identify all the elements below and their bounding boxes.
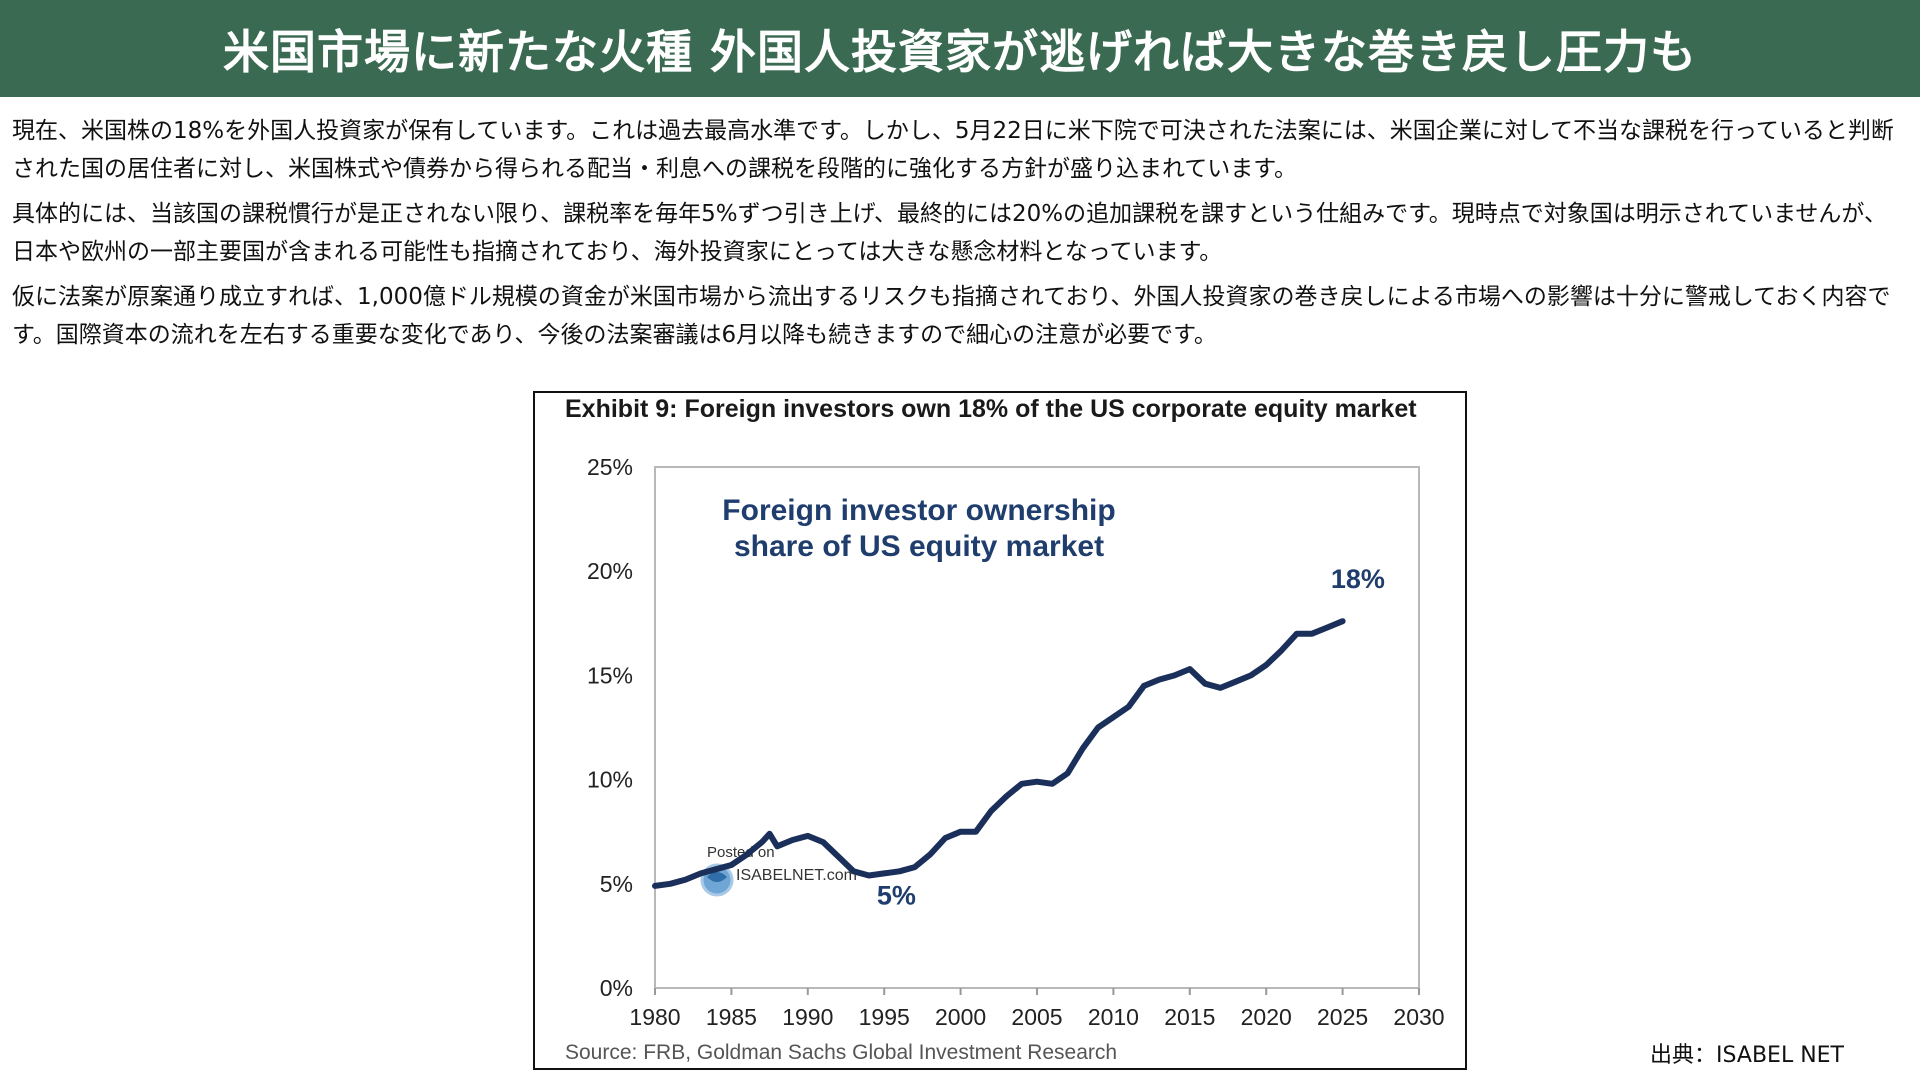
paragraph-1: 現在、米国株の18%を外国人投資家が保有しています。これは過去最高水準です。しか… — [12, 118, 1894, 182]
globe-icon-highlight — [707, 872, 727, 882]
x-tick-label: 1980 — [629, 1004, 680, 1030]
y-tick-label: 5% — [600, 871, 633, 897]
y-tick-label: 0% — [600, 975, 633, 1001]
x-tick-label: 2030 — [1393, 1004, 1444, 1030]
inner-title-line-1: Foreign investor ownership — [722, 494, 1115, 527]
line-chart: Exhibit 9: Foreign investors own 18% of … — [565, 395, 1445, 1064]
y-tick-label: 20% — [587, 558, 633, 584]
article-body: 現在、米国株の18%を外国人投資家が保有しています。これは過去最高水準です。しか… — [12, 112, 1907, 361]
chart-figure: Exhibit 9: Foreign investors own 18% of … — [533, 391, 1467, 1070]
chart-title: Exhibit 9: Foreign investors own 18% of … — [565, 395, 1417, 423]
x-tick-label: 2005 — [1011, 1004, 1062, 1030]
title-banner: 米国市場に新たな火種 外国人投資家が逃げれば大きな巻き戻し圧力も — [0, 0, 1920, 97]
x-tick-label: 2015 — [1164, 1004, 1215, 1030]
data-label: 5% — [877, 881, 916, 911]
source-credit: 出典：ISABEL NET — [1650, 1043, 1844, 1068]
paragraph-2: 具体的には、当該国の課税慣行が是正されない限り、課税率を毎年5%ずつ引き上げ、最… — [12, 201, 1887, 265]
series-line — [652, 618, 1346, 889]
x-tick-label: 2010 — [1088, 1004, 1139, 1030]
x-tick-label: 2025 — [1317, 1004, 1368, 1030]
watermark-site: ISABELNET.com — [736, 867, 857, 884]
data-label: 18% — [1331, 564, 1385, 594]
y-tick-label: 25% — [587, 454, 633, 480]
x-tick-label: 2000 — [935, 1004, 986, 1030]
x-tick-label: 1990 — [782, 1004, 833, 1030]
x-tick-label: 1995 — [859, 1004, 910, 1030]
page-title: 米国市場に新たな火種 外国人投資家が逃げれば大きな巻き戻し圧力も — [222, 24, 1697, 79]
x-tick-label: 2020 — [1241, 1004, 1292, 1030]
y-tick-label: 15% — [587, 662, 633, 688]
x-tick-label: 1985 — [706, 1004, 757, 1030]
chart-source: Source: FRB, Goldman Sachs Global Invest… — [565, 1041, 1117, 1064]
y-tick-label: 10% — [587, 767, 633, 793]
inner-title-line-2: share of US equity market — [734, 530, 1104, 563]
paragraph-3: 仮に法案が原案通り成立すれば、1,000億ドル規模の資金が米国市場から流出するリ… — [12, 284, 1891, 348]
